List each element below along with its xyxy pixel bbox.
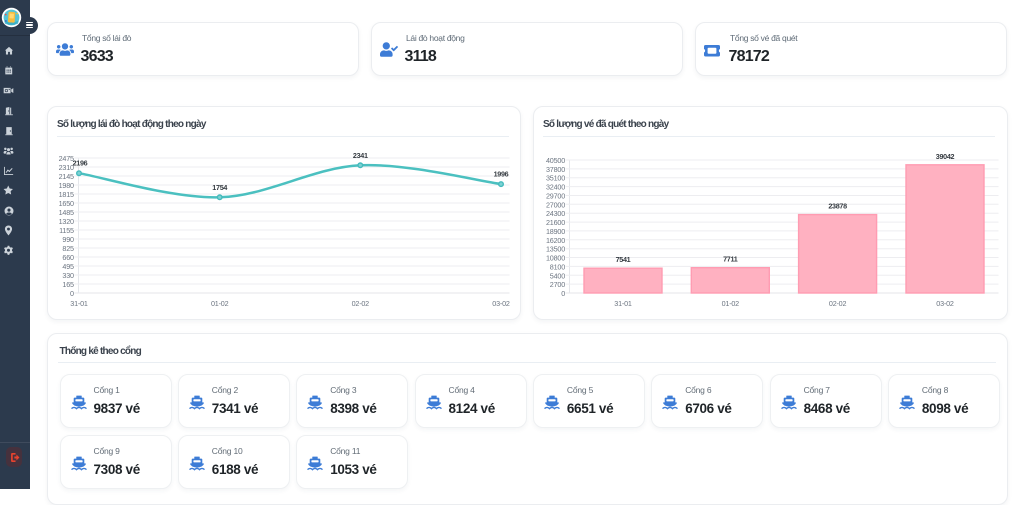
svg-text:2475: 2475 bbox=[59, 154, 74, 163]
svg-text:31-01: 31-01 bbox=[614, 299, 632, 308]
svg-text:29700: 29700 bbox=[546, 192, 565, 201]
svg-text:330: 330 bbox=[62, 271, 74, 280]
svg-text:1155: 1155 bbox=[59, 226, 74, 235]
svg-text:39042: 39042 bbox=[936, 152, 955, 161]
svg-text:01-02: 01-02 bbox=[722, 299, 740, 308]
svg-text:8100: 8100 bbox=[550, 262, 565, 271]
svg-text:1485: 1485 bbox=[59, 208, 74, 217]
svg-text:5400: 5400 bbox=[550, 271, 565, 280]
svg-text:1815: 1815 bbox=[59, 190, 74, 199]
svg-text:03-02: 03-02 bbox=[492, 299, 510, 308]
svg-text:1996: 1996 bbox=[494, 170, 509, 179]
svg-text:165: 165 bbox=[62, 280, 74, 289]
svg-text:10800: 10800 bbox=[546, 254, 565, 263]
svg-text:03-02: 03-02 bbox=[936, 299, 954, 308]
svg-text:7711: 7711 bbox=[723, 255, 738, 264]
svg-text:825: 825 bbox=[62, 244, 74, 253]
svg-text:24300: 24300 bbox=[546, 209, 565, 218]
svg-text:990: 990 bbox=[62, 235, 74, 244]
svg-text:1754: 1754 bbox=[212, 183, 227, 192]
svg-text:02-02: 02-02 bbox=[352, 299, 370, 308]
svg-text:35100: 35100 bbox=[546, 174, 565, 183]
svg-text:13500: 13500 bbox=[546, 245, 565, 254]
svg-text:2145: 2145 bbox=[59, 172, 74, 181]
svg-text:2196: 2196 bbox=[73, 159, 88, 168]
svg-text:495: 495 bbox=[62, 262, 74, 271]
svg-text:0: 0 bbox=[70, 289, 74, 298]
svg-text:02-02: 02-02 bbox=[829, 299, 847, 308]
svg-text:21600: 21600 bbox=[546, 218, 565, 227]
svg-text:01-02: 01-02 bbox=[211, 299, 229, 308]
svg-text:23878: 23878 bbox=[828, 202, 847, 211]
svg-text:40500: 40500 bbox=[546, 156, 565, 165]
svg-text:32400: 32400 bbox=[546, 183, 565, 192]
svg-text:7541: 7541 bbox=[616, 255, 631, 264]
svg-text:0: 0 bbox=[561, 289, 565, 298]
svg-text:1650: 1650 bbox=[59, 199, 74, 208]
svg-text:16200: 16200 bbox=[546, 236, 565, 245]
svg-text:2310: 2310 bbox=[59, 163, 74, 172]
svg-text:1320: 1320 bbox=[59, 217, 74, 226]
svg-text:2700: 2700 bbox=[550, 280, 565, 289]
svg-text:37800: 37800 bbox=[546, 165, 565, 174]
svg-text:27000: 27000 bbox=[546, 200, 565, 209]
svg-text:1980: 1980 bbox=[59, 181, 74, 190]
svg-text:660: 660 bbox=[62, 253, 74, 262]
svg-text:18900: 18900 bbox=[546, 227, 565, 236]
svg-text:31-01: 31-01 bbox=[70, 299, 88, 308]
svg-text:2341: 2341 bbox=[353, 151, 368, 160]
